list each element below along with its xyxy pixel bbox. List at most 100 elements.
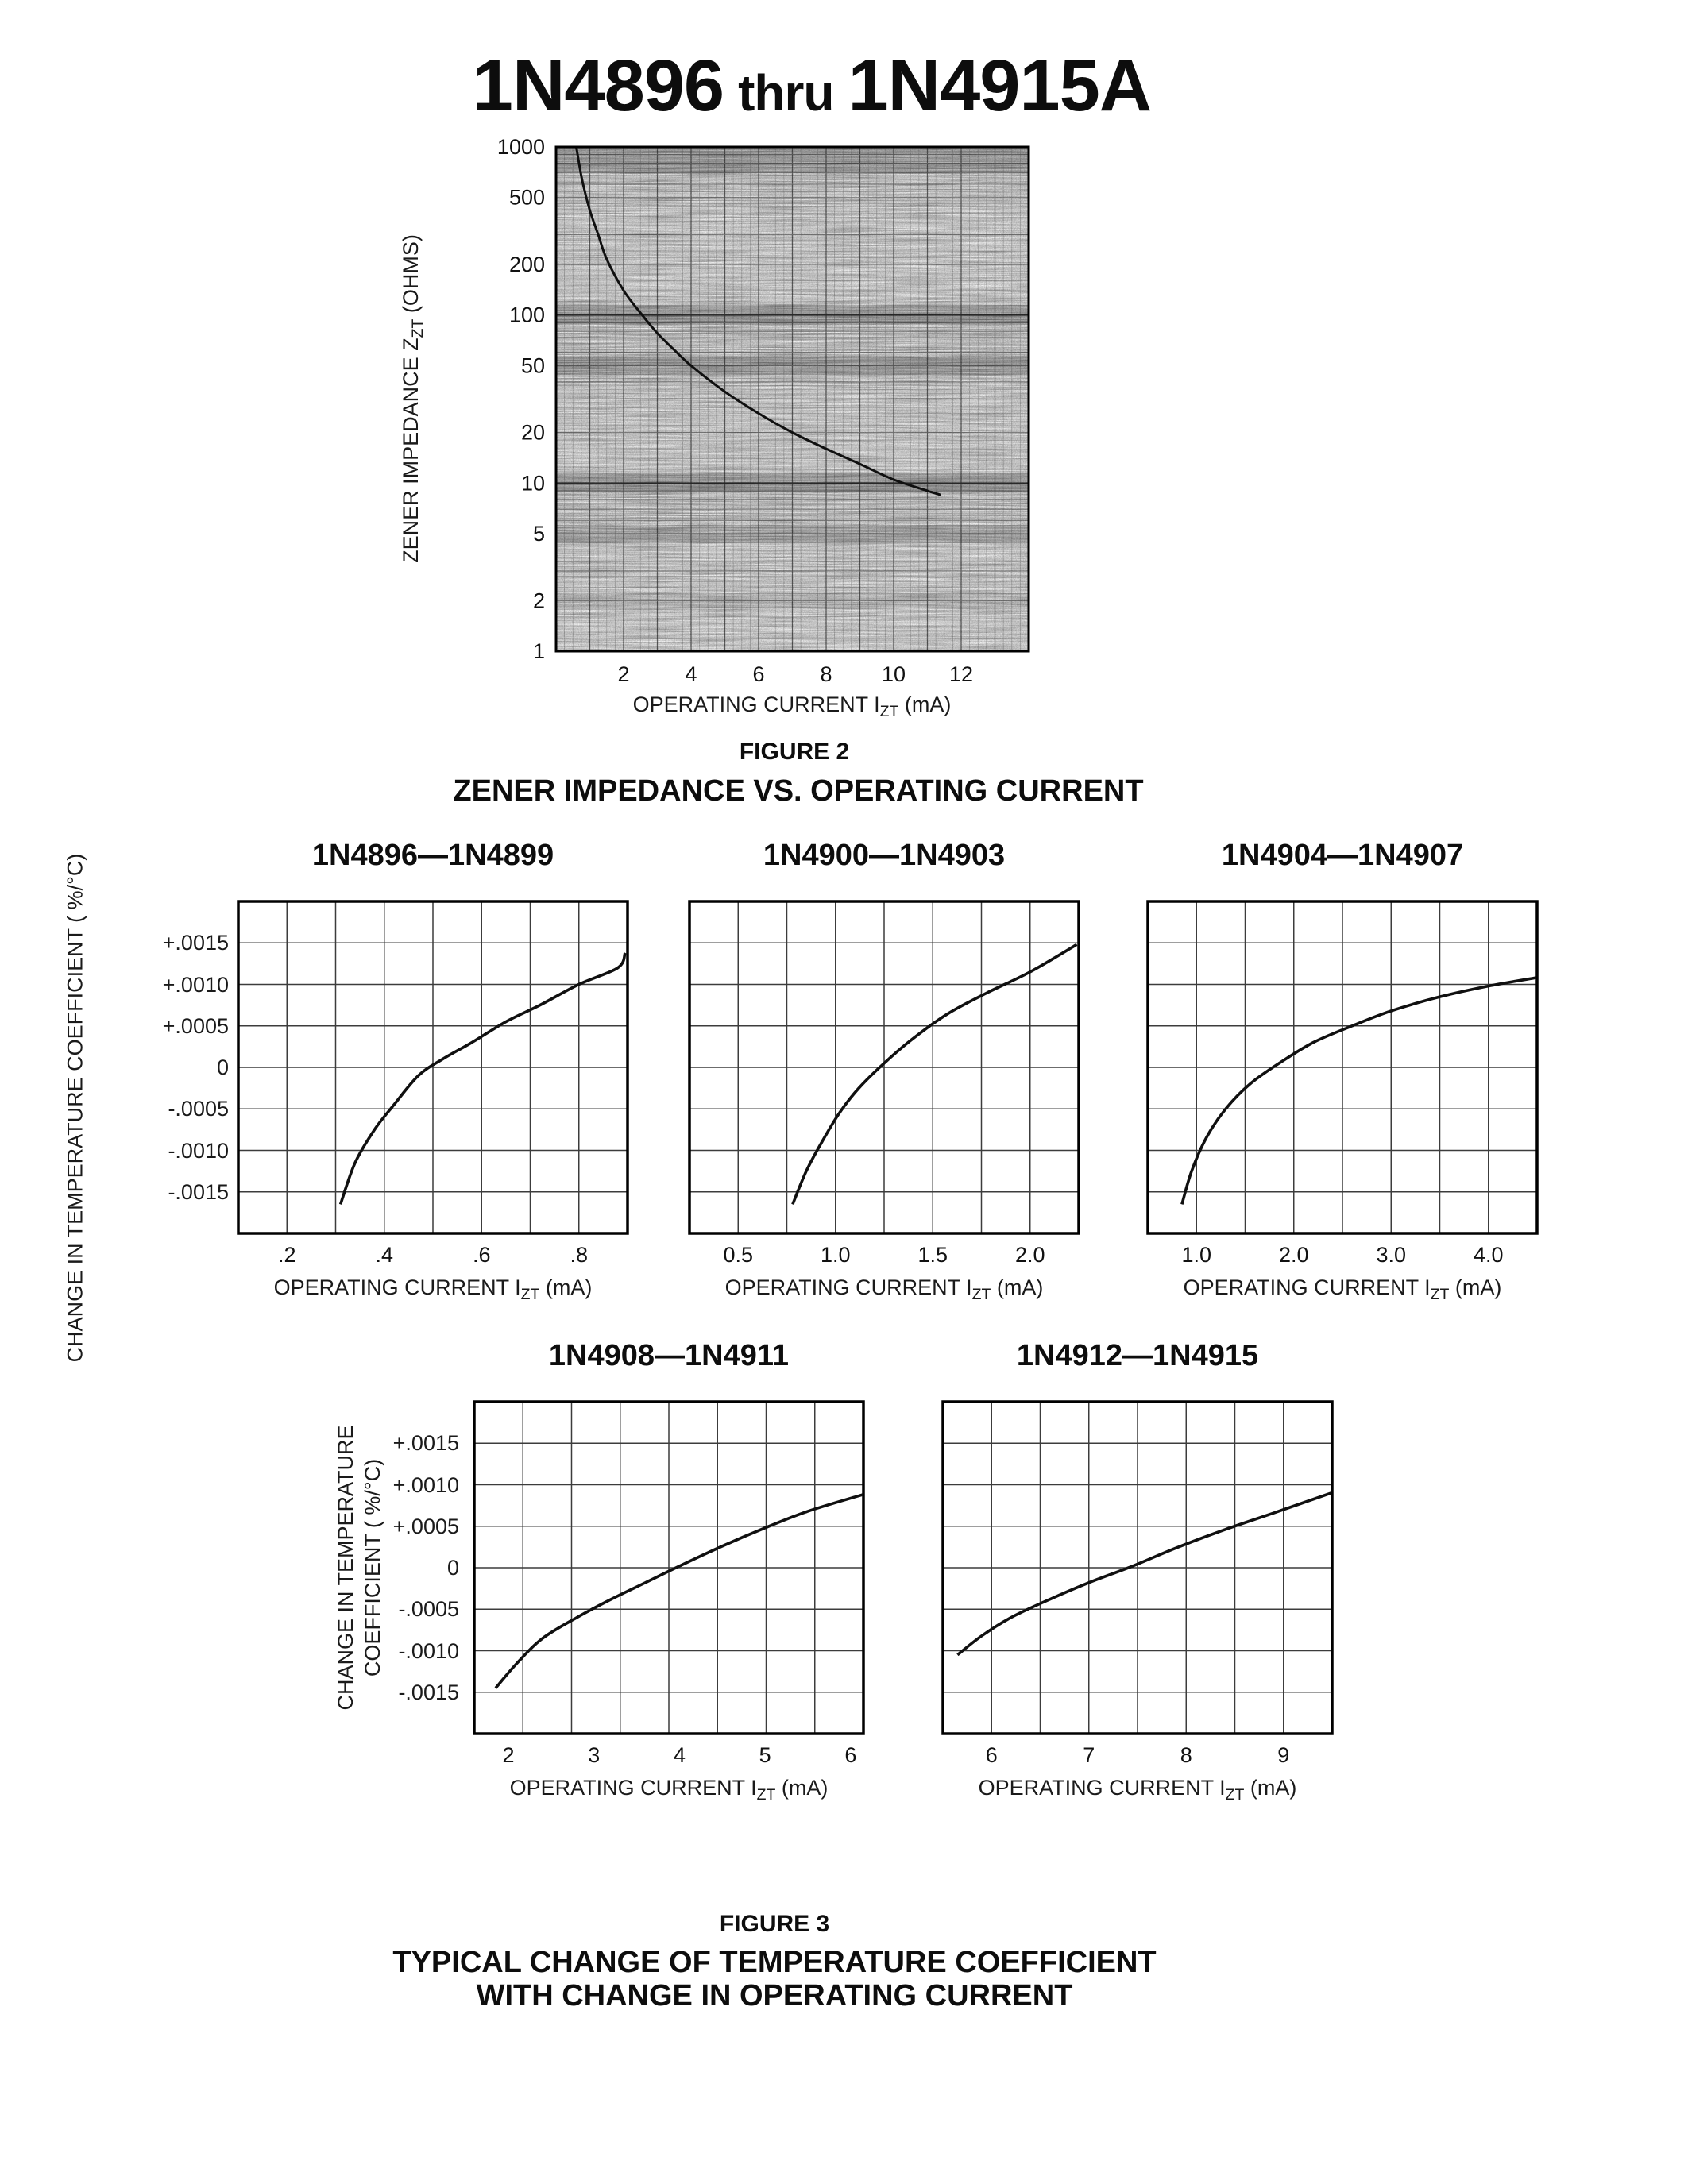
- tc-x-tick-label: .8: [570, 1243, 588, 1267]
- figure3-caption: FIGURE 3: [719, 1911, 830, 1937]
- tc-chart-svg-3: 1.0 2.0 3.0 4.0: [1146, 900, 1539, 1267]
- fig2-x-tick-label: 12: [949, 662, 973, 686]
- tc-curve: [956, 1491, 1332, 1657]
- y-tick-label: +.0005: [392, 1514, 459, 1538]
- title-part-start: 1N4896: [472, 45, 724, 126]
- tc-x-tick-label: .6: [473, 1243, 491, 1267]
- figure2-x-axis-label: OPERATING CURRENT IZT (mA): [633, 693, 952, 721]
- x-axis-label-text: OPERATING CURRENT I: [978, 1776, 1226, 1800]
- tc-x-tick-label: 0.5: [723, 1243, 753, 1267]
- tc-x-tick-label: 2: [503, 1743, 515, 1767]
- x-axis-label-text: OPERATING CURRENT I: [724, 1275, 972, 1299]
- tc-x-tick-label: 5: [759, 1743, 771, 1767]
- tc-chart-x-axis-label-5: OPERATING CURRENT IZT (mA): [895, 1776, 1380, 1804]
- tc-x-tick-label: 4: [674, 1743, 686, 1767]
- tc-x-tick-label: 1.5: [917, 1243, 948, 1267]
- figure2-x-axis-label-text: OPERATING CURRENT I: [632, 693, 880, 716]
- tc-chart-title-2: 1N4900—1N4903: [763, 839, 1006, 872]
- x-axis-label-sub: ZT: [1430, 1285, 1450, 1303]
- figure2-y-axis-label-sub: ZT: [408, 318, 427, 338]
- tc-x-tick-label: 4.0: [1474, 1243, 1504, 1267]
- y-tick-label: -.0015: [398, 1680, 459, 1704]
- tc-x-tick-label: .4: [375, 1243, 393, 1267]
- figure3-subcaption-line1: TYPICAL CHANGE OF TEMPERATURE COEFFICIEN…: [392, 1946, 1157, 1979]
- tc-curve: [338, 952, 627, 1206]
- tc-chart-svg-4: 2 3 4 5 6: [473, 1400, 865, 1767]
- y-tick-label: +.0010: [392, 1472, 459, 1497]
- x-axis-label-unit: (mA): [1244, 1776, 1297, 1800]
- fig2-x-tick-label: 2: [617, 662, 629, 686]
- figure2-caption: FIGURE 2: [739, 739, 850, 765]
- x-axis-label-unit: (mA): [991, 1275, 1044, 1299]
- y-tick-label: +.0015: [162, 931, 229, 955]
- fig2-y-tick-label: 50: [521, 353, 545, 377]
- y-tick-label: -.0015: [168, 1179, 229, 1204]
- y-tick-label: -.0005: [398, 1597, 459, 1622]
- fig2-y-tick-label: 100: [509, 303, 545, 327]
- fig2-y-tick-label: 10: [521, 471, 545, 495]
- tc-chart-svg-2: 0.5 1.0 1.5 2.0: [688, 900, 1080, 1267]
- y-tick-label: +.0015: [392, 1431, 459, 1456]
- figure3-subcaption-line2: WITH CHANGE IN OPERATING CURRENT: [476, 1979, 1073, 2012]
- tc-x-tick-label: 1.0: [821, 1243, 851, 1267]
- tc-x-tick-label: 8: [1180, 1743, 1192, 1767]
- fig2-x-tick-label: 6: [752, 662, 764, 686]
- tc-chart-x-axis-label-4: OPERATING CURRENT IZT (mA): [427, 1776, 911, 1804]
- x-axis-label-sub: ZT: [1225, 1785, 1245, 1804]
- x-axis-label-unit: (mA): [1449, 1275, 1502, 1299]
- fig2-y-tick-label: 1: [533, 639, 545, 663]
- y-tick-label: 0: [216, 1055, 229, 1079]
- y-tick-label: -.0010: [398, 1638, 459, 1663]
- fig2-curve: [575, 146, 941, 496]
- fig2-y-tick-label: 500: [509, 186, 545, 210]
- tc-x-tick-label: 7: [1083, 1743, 1095, 1767]
- x-axis-label-unit: (mA): [539, 1275, 593, 1299]
- x-axis-label-text: OPERATING CURRENT I: [1183, 1275, 1431, 1299]
- tc-chart-x-axis-label-3: OPERATING CURRENT IZT (mA): [1100, 1275, 1585, 1304]
- tc-curve: [791, 943, 1078, 1206]
- x-axis-label-text: OPERATING CURRENT I: [273, 1275, 521, 1299]
- x-axis-label-sub: ZT: [520, 1285, 540, 1303]
- tc-chart-x-axis-label-2: OPERATING CURRENT IZT (mA): [642, 1275, 1126, 1304]
- tc-curve: [494, 1493, 863, 1689]
- x-axis-label-sub: ZT: [971, 1285, 991, 1303]
- tc-x-tick-label: .2: [278, 1243, 296, 1267]
- x-axis-label-text: OPERATING CURRENT I: [509, 1776, 757, 1800]
- tc-x-tick-label: 9: [1277, 1743, 1289, 1767]
- tc-chart-title-5: 1N4912—1N4915: [1016, 1339, 1259, 1372]
- title-part-end: 1N4915A: [848, 45, 1152, 126]
- tc-x-tick-label: 6: [844, 1743, 856, 1767]
- y-tick-label: +.0005: [162, 1013, 229, 1038]
- tc-chart-svg-5: 6 7 8 9: [941, 1400, 1334, 1767]
- tc-x-tick-label: 2.0: [1279, 1243, 1309, 1267]
- tc-chart-x-axis-label-1: OPERATING CURRENT IZT (mA): [191, 1275, 675, 1304]
- tc-x-tick-label: 2.0: [1015, 1243, 1045, 1267]
- fig2-y-tick-label: 5: [533, 522, 545, 546]
- tc-x-tick-label: 1.0: [1181, 1243, 1211, 1267]
- figure3-row1-y-axis-label: CHANGE IN TEMPERATURE COEFFICIENT ( %/°C…: [63, 853, 87, 1363]
- figure2-x-axis-label-sub: ZT: [879, 702, 899, 720]
- fig2-y-tick-label: 20: [521, 421, 545, 445]
- y-tick-label: -.0005: [168, 1097, 229, 1121]
- x-axis-label-unit: (mA): [775, 1776, 829, 1800]
- fig2-y-tick-label: 2: [533, 588, 545, 612]
- y-tick-label: -.0010: [168, 1138, 229, 1163]
- tc-x-tick-label: 3.0: [1376, 1243, 1406, 1267]
- fig2-x-tick-label: 10: [882, 662, 906, 686]
- fig2-y-tick-label: 200: [509, 253, 545, 276]
- figure2-y-axis-label-text: ZENER IMPEDANCE Z: [399, 338, 423, 563]
- fig2-x-tick-label: 8: [820, 662, 832, 686]
- page-title: 1N4896 thru 1N4915A: [472, 44, 1152, 128]
- tc-chart-title-4: 1N4908—1N4911: [548, 1339, 790, 1372]
- tc-x-tick-label: 6: [986, 1743, 998, 1767]
- tc-x-tick-label: 3: [588, 1743, 600, 1767]
- title-thru: thru: [738, 64, 834, 122]
- tc-chart-title-3: 1N4904—1N4907: [1221, 839, 1464, 872]
- x-axis-label-sub: ZT: [756, 1785, 776, 1804]
- tc-chart-svg-1: .2 .4 .6 .8: [237, 900, 629, 1267]
- fig2-y-tick-label: 1000: [497, 135, 545, 159]
- tc-curve: [1180, 976, 1537, 1205]
- fig2-x-tick-label: 4: [685, 662, 697, 686]
